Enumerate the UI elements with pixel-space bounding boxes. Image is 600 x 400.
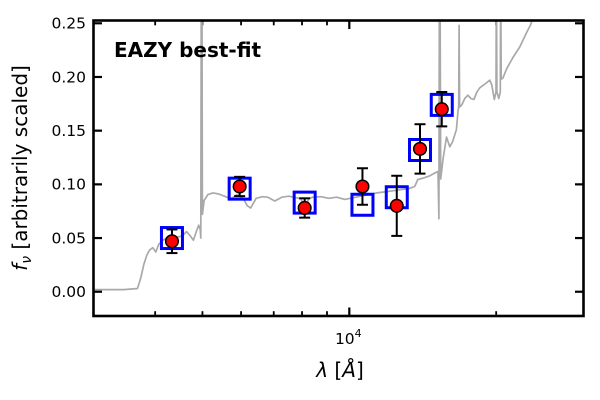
x-tick-label: 104 — [335, 327, 362, 348]
observed-photometry-point — [434, 102, 449, 117]
annotation-eazy-best-fit: EAZY best-fit — [114, 38, 262, 62]
y-tick-label: 0.05 — [51, 229, 86, 247]
observed-photometry-point — [232, 179, 247, 194]
y-tick-label: 0.10 — [51, 176, 86, 194]
y-tick-label: 0.25 — [51, 15, 86, 33]
observed-photometry-point — [164, 234, 180, 249]
y-tick-label: 0.15 — [51, 122, 86, 140]
y-tick-label: 0.00 — [51, 283, 86, 301]
observed-photometry-point — [355, 179, 370, 194]
y-axis-label: fν [arbitrarily scaled] — [8, 65, 35, 271]
y-tick-label: 0.20 — [51, 68, 86, 86]
observed-photometry-point — [389, 198, 404, 213]
plot-frame — [92, 19, 585, 318]
x-axis-label: λ [Å] — [315, 358, 364, 382]
observed-photometry-point — [412, 141, 428, 156]
observed-photometry-point — [297, 200, 312, 216]
spectrum-line — [94, 21, 533, 291]
chart-generated-content: 104 0.00 0.05 0.10 0.15 0.20 0.25 — [51, 15, 584, 348]
